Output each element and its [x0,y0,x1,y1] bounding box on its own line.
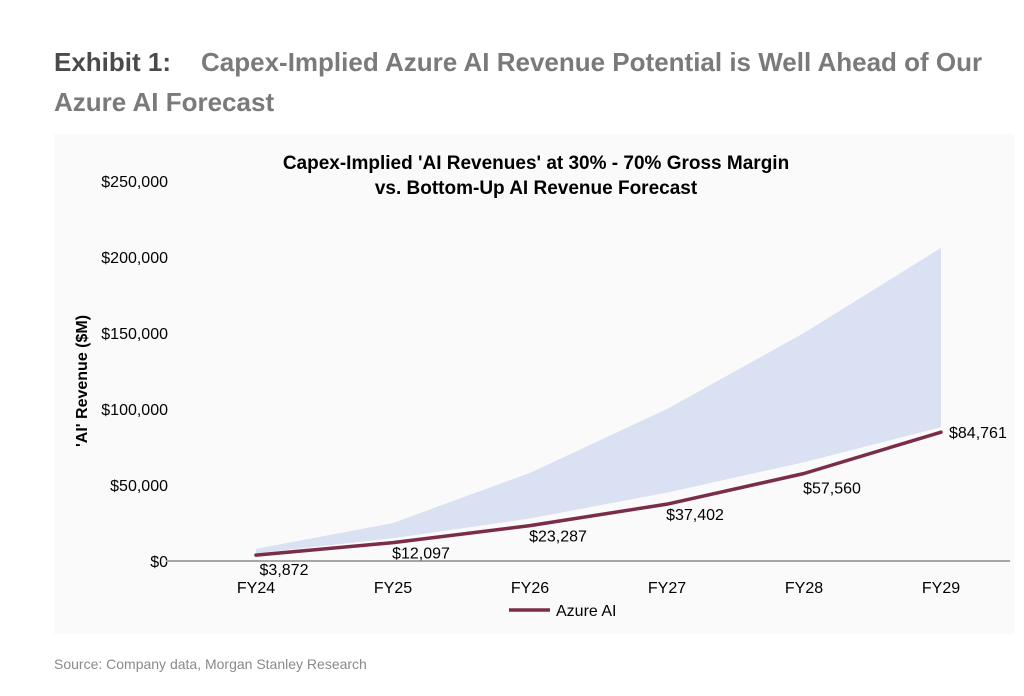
azure-ai-line [254,430,943,557]
y-tick-label: $50,000 [110,478,168,495]
chart: Capex-Implied 'AI Revenues' at 30% - 70%… [74,153,1010,620]
chart-panel: Capex-Implied 'AI Revenues' at 30% - 70%… [54,134,1014,634]
y-tick-label: $100,000 [101,402,168,419]
y-tick-label: $0 [150,554,168,571]
x-tick-label: FY24 [237,580,275,597]
gross-margin-band [256,247,941,554]
y-tick-label: $200,000 [101,250,168,267]
y-tick-label: $250,000 [101,174,168,191]
data-label: $84,761 [949,425,1007,442]
exhibit-heading: Exhibit 1: Capex-Implied Azure AI Revenue… [54,42,1014,122]
chart-title-line: vs. Bottom-Up AI Revenue Forecast [375,178,698,199]
exhibit-label: Exhibit 1: [54,47,172,77]
chart-title-line: Capex-Implied 'AI Revenues' at 30% - 70%… [283,153,789,174]
legend-label: Azure AI [556,603,616,620]
data-label: $57,560 [803,481,861,498]
x-tick-label: FY25 [374,580,412,597]
exhibit-title: Capex-Implied Azure AI Revenue Potential… [54,47,983,117]
x-tick-label: FY29 [922,580,960,597]
data-label: $3,872 [260,562,309,579]
data-label: $37,402 [666,507,724,524]
data-label: $23,287 [529,529,587,546]
x-tick-label: FY26 [511,580,549,597]
x-tick-label: FY28 [785,580,823,597]
source-note: Source: Company data, Morgan Stanley Res… [54,656,367,672]
x-tick-label: FY27 [648,580,686,597]
y-tick-label: $150,000 [101,326,168,343]
y-axis-title: 'AI' Revenue ($M) [74,315,91,447]
data-label: $12,097 [392,546,450,563]
